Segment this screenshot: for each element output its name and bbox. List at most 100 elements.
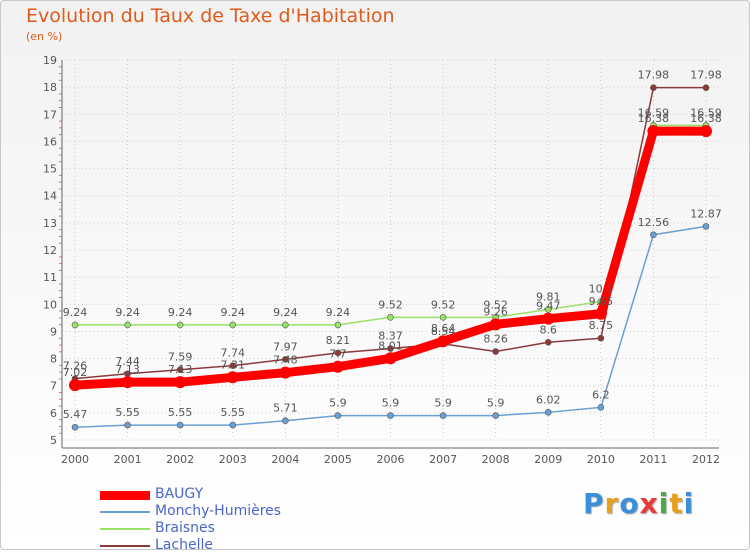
data-label: 16.38 [690, 112, 722, 125]
x-tick-label: 2009 [534, 453, 562, 466]
data-label: 8.54 [431, 325, 456, 338]
y-tick-label: 12 [43, 244, 57, 257]
data-label: 9.47 [536, 300, 561, 313]
data-label: 8.01 [378, 339, 403, 352]
data-point [124, 421, 131, 429]
logo-letter: i [658, 487, 670, 520]
data-label: 7.97 [273, 340, 298, 353]
chart-title: Evolution du Taux de Taxe d'Habitation [26, 5, 395, 27]
data-label: 12.87 [690, 207, 722, 220]
data-point [124, 321, 131, 329]
y-tick-label: 5 [50, 434, 57, 447]
x-tick-label: 2011 [639, 453, 667, 466]
data-point [282, 356, 289, 363]
legend-label: Lachelle [155, 537, 213, 553]
data-point [279, 366, 292, 379]
data-point [229, 362, 237, 369]
data-label: 9.81 [536, 290, 561, 303]
data-label: 5.47 [63, 408, 88, 421]
data-point [176, 321, 184, 329]
data-point [702, 223, 710, 230]
data-point [650, 231, 657, 239]
data-label: 7.7 [329, 348, 347, 361]
data-point [71, 321, 79, 329]
data-point [69, 379, 81, 392]
legend-swatch [100, 511, 150, 513]
data-point [71, 423, 79, 431]
data-label: 8.26 [483, 333, 508, 346]
data-point [282, 417, 289, 425]
data-point [544, 409, 552, 416]
y-tick-label: 19 [43, 54, 57, 67]
data-point [121, 376, 134, 389]
data-label: 17.98 [638, 69, 670, 82]
data-point [176, 421, 184, 429]
data-point [542, 312, 555, 325]
data-label: 9.24 [63, 306, 88, 319]
data-point [597, 404, 605, 411]
legend-label: BAUGY [155, 486, 204, 502]
y-tick-label: 15 [43, 163, 57, 176]
data-label: 9.24 [273, 306, 298, 319]
data-point [387, 345, 394, 352]
y-tick-label: 14 [43, 190, 57, 203]
data-point [489, 318, 502, 331]
logo-letter: t [669, 487, 684, 520]
data-point [647, 125, 660, 138]
proxiti-logo: Proxiti [583, 487, 694, 520]
data-point [334, 349, 342, 357]
y-tick-label: 11 [43, 271, 57, 284]
data-point [439, 314, 447, 321]
data-point [334, 321, 342, 329]
data-point [334, 412, 342, 419]
data-point [226, 371, 239, 384]
legend-swatch [100, 528, 150, 530]
data-label: 7.74 [221, 347, 246, 360]
data-point [492, 412, 499, 419]
data-point [176, 366, 184, 374]
data-label: 9.24 [115, 306, 140, 319]
data-point [282, 321, 289, 329]
data-label: 12.56 [638, 216, 670, 229]
data-point [702, 84, 710, 91]
data-label: 7.48 [273, 354, 298, 367]
legend-label: Braisnes [155, 520, 215, 536]
data-point [229, 321, 237, 329]
data-label: 8.75 [589, 319, 614, 332]
x-tick-label: 2005 [324, 453, 352, 466]
y-tick-label: 13 [43, 217, 57, 230]
data-point [594, 307, 607, 320]
data-point [331, 360, 344, 373]
legend-label: Monchy-Humières [155, 503, 282, 519]
logo-letter: x [639, 487, 659, 520]
data-label: 7.13 [115, 363, 140, 376]
x-tick-label: 2000 [61, 453, 89, 466]
x-tick-label: 2004 [271, 453, 299, 466]
data-label: 9.26 [483, 305, 508, 318]
data-label: 9.65 [589, 295, 614, 308]
logo-letter: r [604, 487, 620, 520]
x-tick-label: 2003 [219, 453, 247, 466]
data-point [384, 352, 397, 365]
x-tick-label: 2012 [692, 453, 720, 466]
y-tick-label: 16 [43, 135, 57, 148]
data-point [387, 412, 394, 419]
data-label: 5.9 [329, 397, 347, 410]
y-tick-label: 18 [43, 81, 57, 94]
data-label: 5.9 [487, 397, 505, 410]
data-label: 7.02 [63, 366, 88, 379]
y-tick-label: 9 [50, 325, 57, 338]
legend-swatch [100, 545, 150, 547]
data-label: 5.71 [273, 402, 298, 415]
data-label: 9.24 [168, 306, 193, 319]
data-label: 9.52 [431, 298, 456, 311]
data-label: 7.26 [63, 360, 88, 373]
y-tick-label: 7 [50, 380, 57, 393]
data-label: 9.24 [221, 306, 246, 319]
data-label: 7.44 [115, 355, 140, 368]
data-point [650, 84, 657, 91]
data-point [437, 335, 450, 348]
data-label: 5.55 [168, 406, 193, 419]
data-point [597, 334, 605, 342]
